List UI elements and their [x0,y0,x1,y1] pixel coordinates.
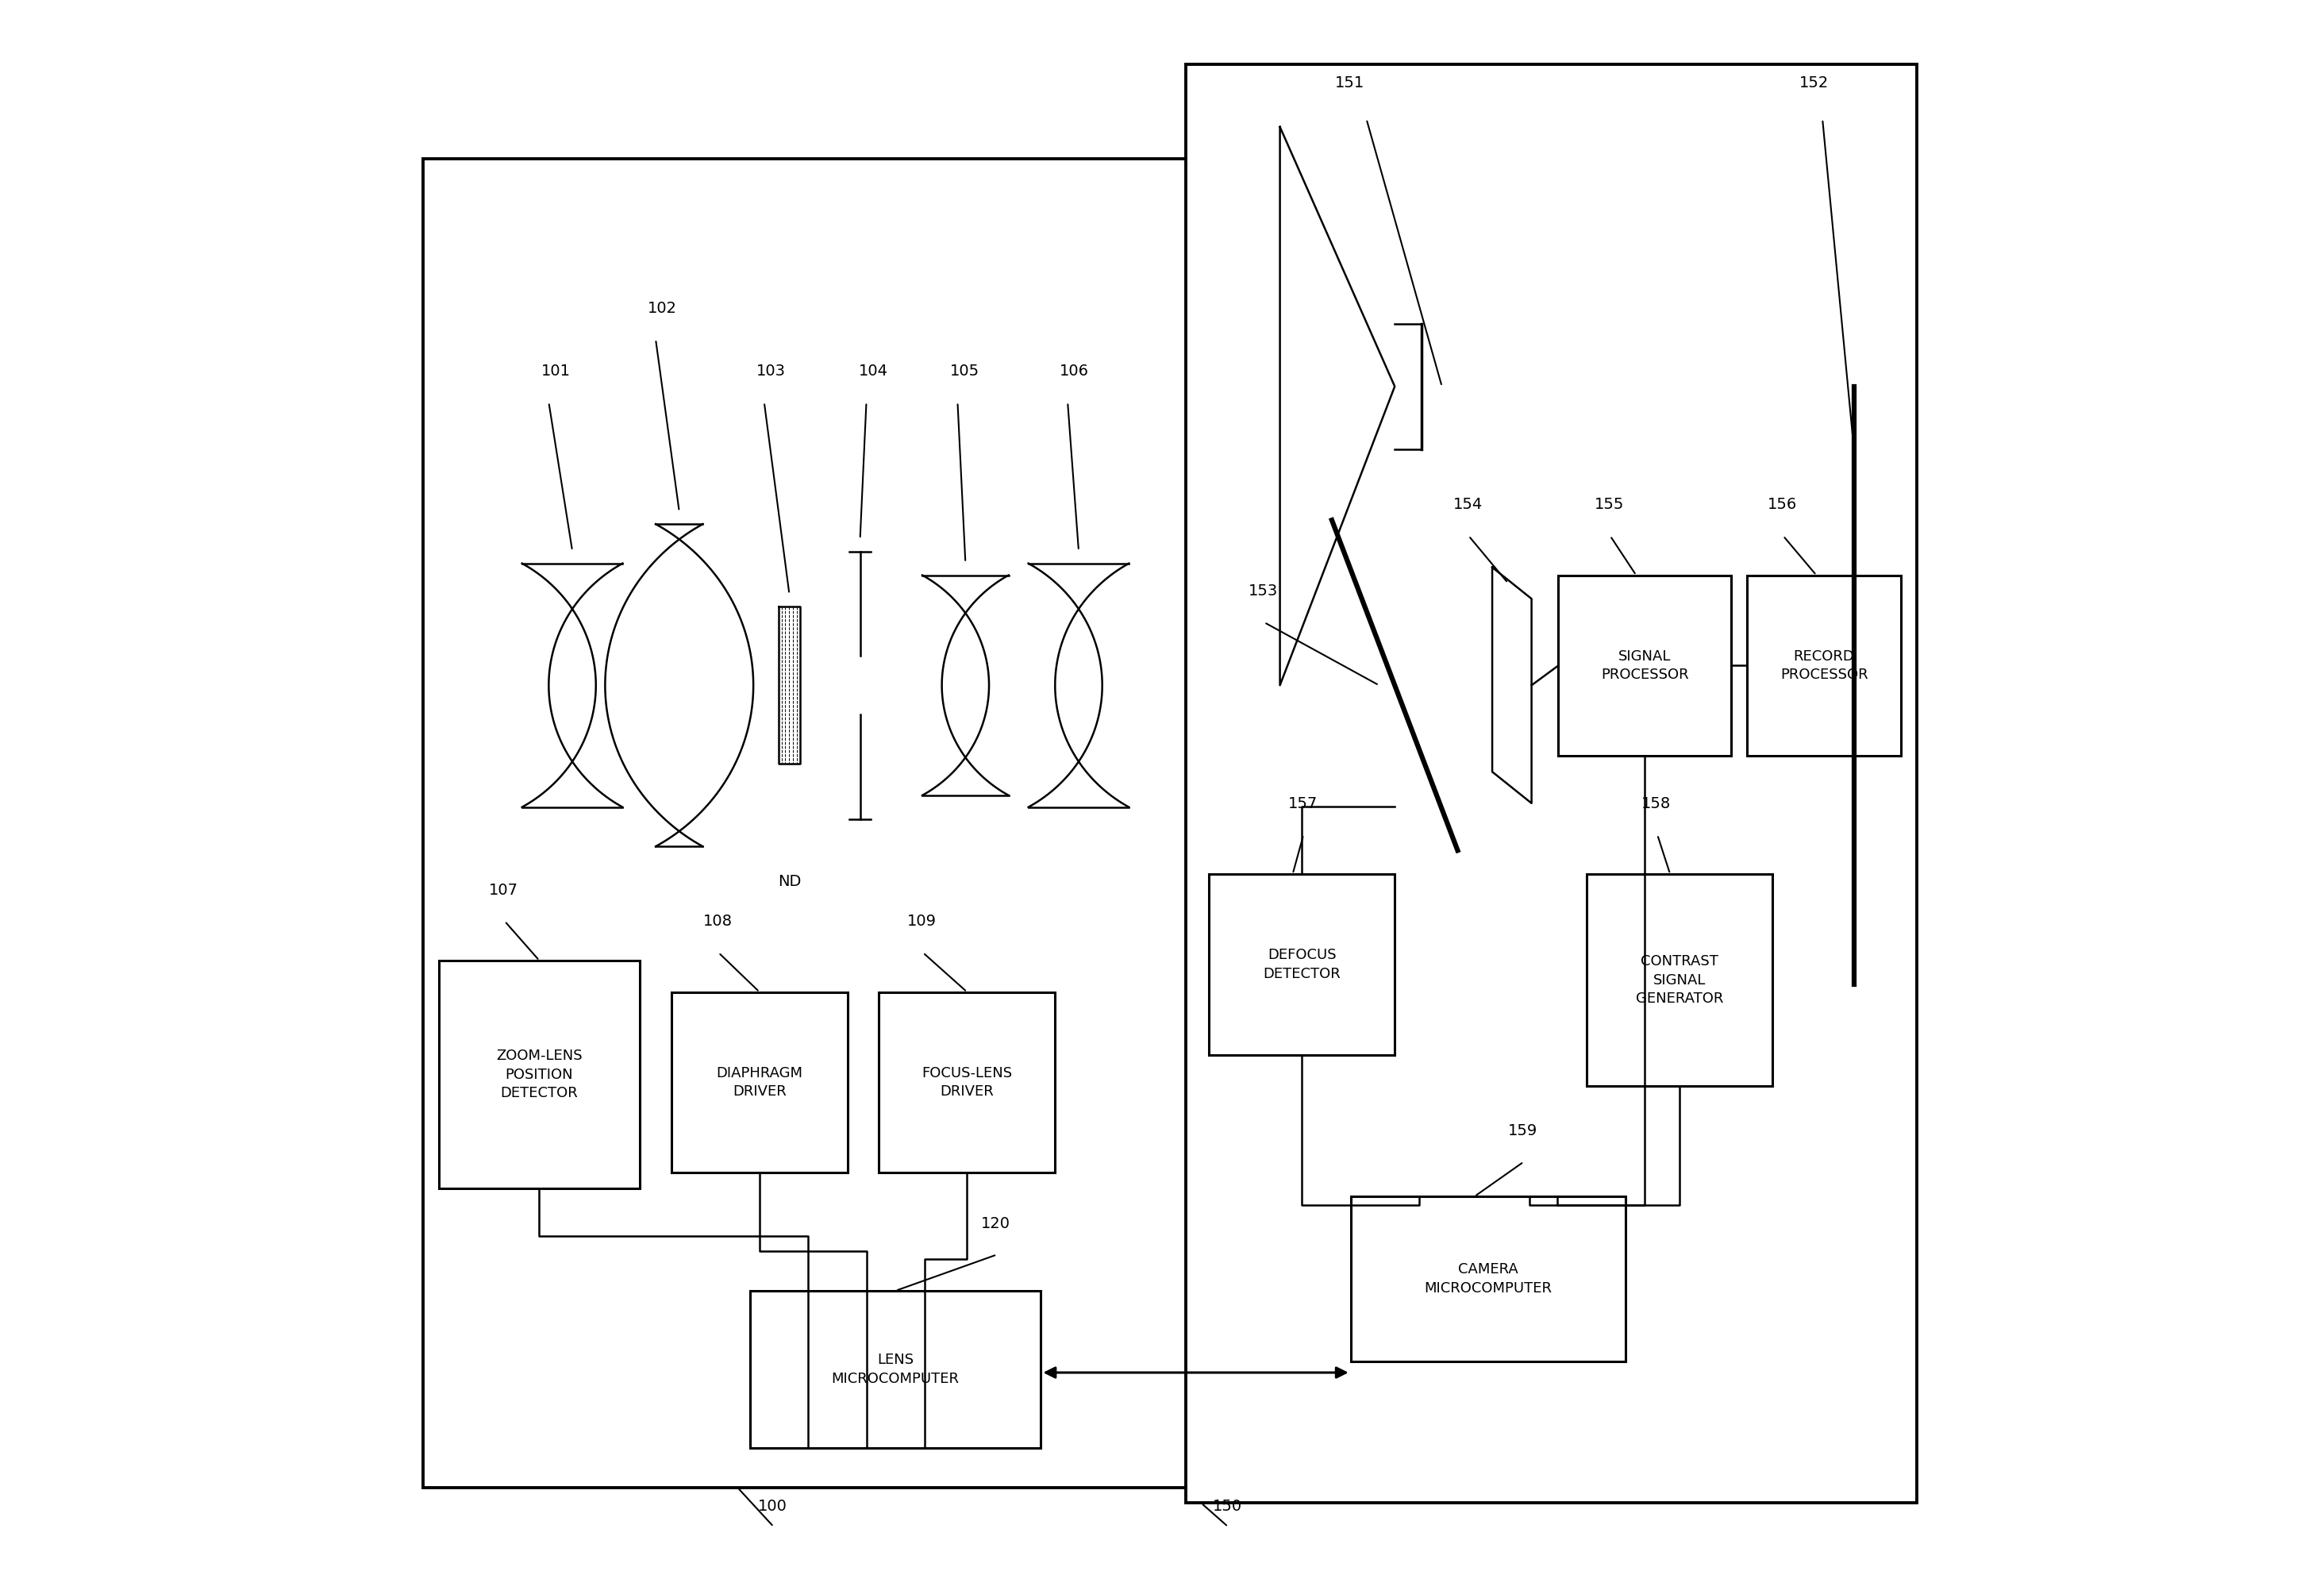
Text: 157: 157 [1287,795,1318,811]
Bar [1350,1197,1627,1361]
Text: 151: 151 [1334,76,1364,91]
Text: 154: 154 [1452,498,1483,512]
Text: RECORD
PROCESSOR: RECORD PROCESSOR [1780,649,1868,682]
Text: ZOOM-LENS
POSITION
DETECTOR: ZOOM-LENS POSITION DETECTOR [495,1049,583,1101]
Bar [878,992,1055,1173]
Bar [1208,874,1394,1055]
Text: 159: 159 [1508,1123,1538,1139]
Bar [439,961,639,1189]
Text: ND: ND [779,874,802,888]
Bar [1559,575,1731,756]
Bar [751,1291,1041,1447]
Text: 155: 155 [1594,498,1624,512]
Text: CAMERA
MICROCOMPUTER: CAMERA MICROCOMPUTER [1425,1263,1552,1296]
Text: 152: 152 [1799,76,1829,91]
Text: 106: 106 [1060,364,1090,378]
Text: SIGNAL
PROCESSOR: SIGNAL PROCESSOR [1601,649,1690,682]
Text: 104: 104 [858,364,888,378]
Text: 156: 156 [1769,498,1796,512]
Text: 109: 109 [906,914,937,929]
Text: 103: 103 [755,364,786,378]
Bar [1185,65,1917,1503]
Text: LENS
MICROCOMPUTER: LENS MICROCOMPUTER [832,1353,960,1386]
Bar [1748,575,1901,756]
Text: 102: 102 [648,301,676,315]
Text: 120: 120 [981,1216,1011,1232]
Text: 150: 150 [1213,1499,1241,1514]
Text: CONTRAST
SIGNAL
GENERATOR: CONTRAST SIGNAL GENERATOR [1636,954,1722,1006]
Text: 158: 158 [1641,795,1671,811]
Text: 105: 105 [951,364,978,378]
Text: 101: 101 [541,364,569,378]
Text: DIAPHRAGM
DRIVER: DIAPHRAGM DRIVER [716,1066,802,1099]
Text: 107: 107 [488,882,518,898]
Text: 108: 108 [702,914,732,929]
Text: 100: 100 [758,1499,788,1514]
Bar [672,992,848,1173]
Text: FOCUS-LENS
DRIVER: FOCUS-LENS DRIVER [923,1066,1013,1099]
Text: DEFOCUS
DETECTOR: DEFOCUS DETECTOR [1264,948,1341,981]
Bar [423,159,1218,1487]
Bar [1587,874,1773,1087]
Text: 153: 153 [1248,584,1278,598]
